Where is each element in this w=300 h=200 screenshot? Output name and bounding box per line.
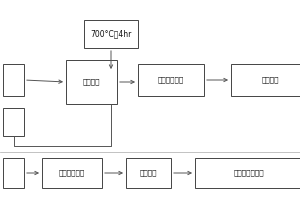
FancyBboxPatch shape xyxy=(66,60,117,104)
Text: 加水成型: 加水成型 xyxy=(140,170,157,176)
FancyBboxPatch shape xyxy=(3,158,24,188)
FancyBboxPatch shape xyxy=(3,108,24,136)
Text: 强碷解谷: 强碷解谷 xyxy=(261,77,279,83)
Text: 高温焚烧: 高温焚烧 xyxy=(83,79,100,85)
FancyBboxPatch shape xyxy=(3,64,24,96)
Text: 水工用护层土: 水工用护层土 xyxy=(59,170,85,176)
Text: 水工用护层结果: 水工用护层结果 xyxy=(234,170,264,176)
FancyBboxPatch shape xyxy=(126,158,171,188)
Text: 添加活性矿物: 添加活性矿物 xyxy=(158,77,184,83)
Text: 700°C，4hr: 700°C，4hr xyxy=(90,29,132,38)
FancyBboxPatch shape xyxy=(231,64,300,96)
FancyBboxPatch shape xyxy=(42,158,102,188)
FancyBboxPatch shape xyxy=(84,20,138,48)
FancyBboxPatch shape xyxy=(195,158,300,188)
FancyBboxPatch shape xyxy=(138,64,204,96)
